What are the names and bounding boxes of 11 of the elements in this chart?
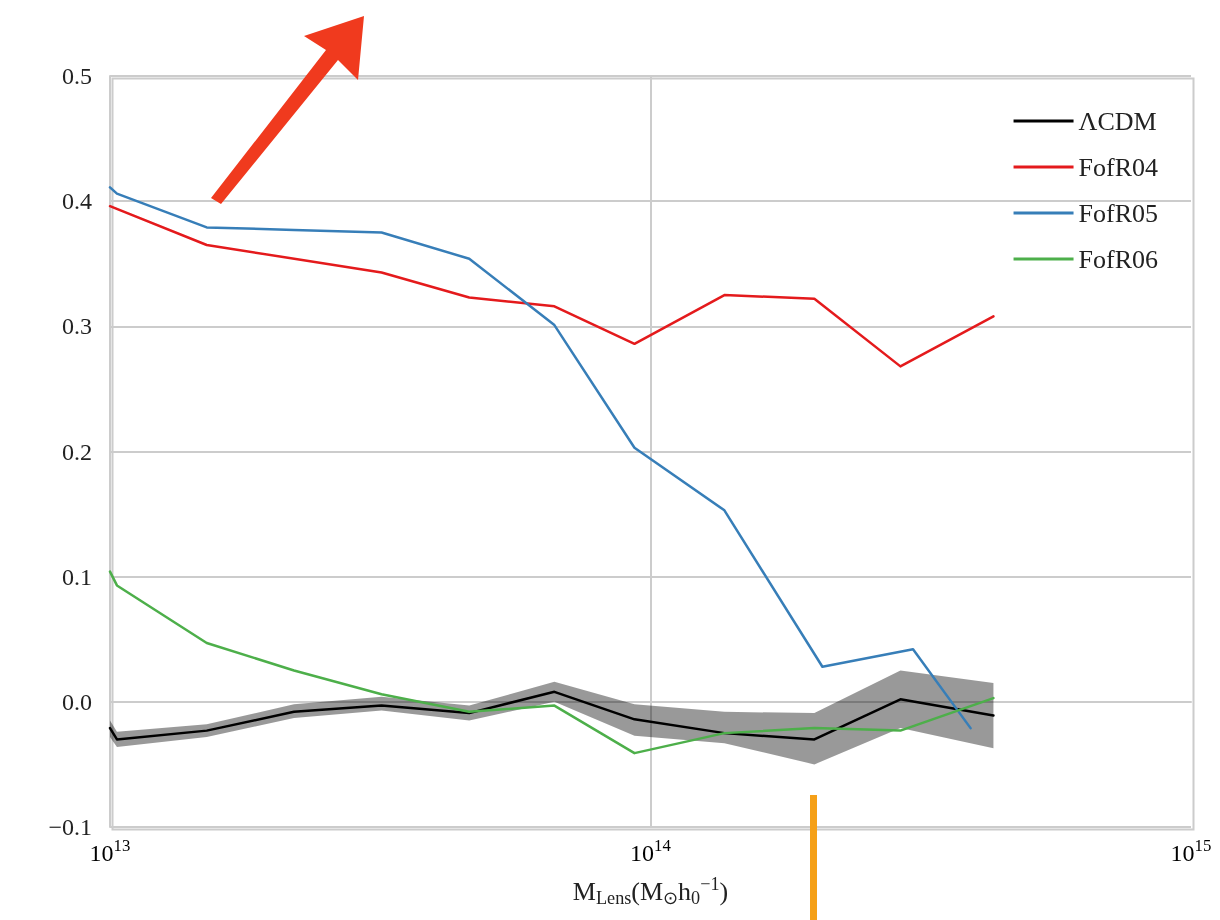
y-tick-label: 0.0 bbox=[62, 688, 92, 715]
y-tick-label: 0.1 bbox=[62, 563, 92, 590]
y-tick-label: 0.2 bbox=[62, 438, 92, 465]
legend-label: FofR05 bbox=[1078, 198, 1159, 228]
y-tick-label: 0.3 bbox=[62, 313, 92, 340]
y-tick-label: 0.5 bbox=[62, 63, 92, 89]
legend-label: FofR04 bbox=[1078, 152, 1159, 182]
y-tick-label: −0.1 bbox=[48, 814, 92, 840]
legend-label: FofR06 bbox=[1078, 244, 1159, 274]
legend-label: ΛCDM bbox=[1078, 106, 1157, 136]
y-tick-label: 0.4 bbox=[62, 188, 92, 215]
